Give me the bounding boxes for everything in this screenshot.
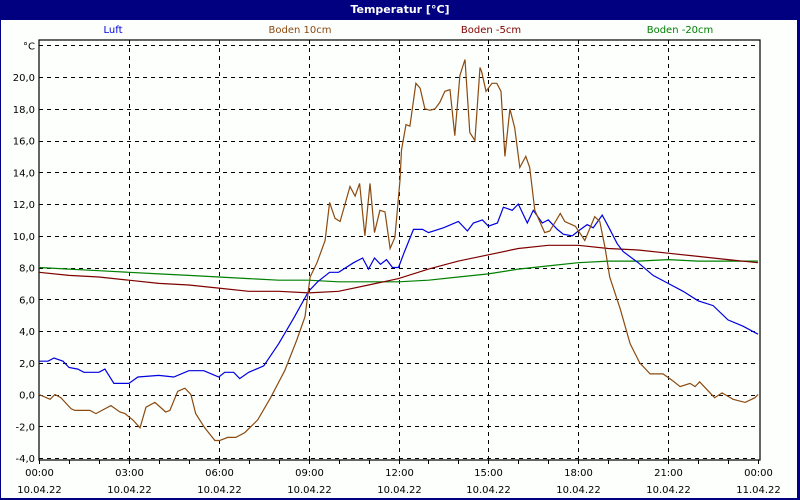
window-title: Temperatur [°C] <box>350 3 450 16</box>
x-tick-date: 10.04.22 <box>377 485 422 496</box>
x-tick-date: 10.04.22 <box>646 485 691 496</box>
series-line-boden--20cm <box>38 258 758 283</box>
x-tick-date: 10.04.22 <box>466 485 511 496</box>
y-tick-label: 6,0 <box>19 295 35 306</box>
y-unit-label: °C <box>23 41 35 52</box>
line-chart: 20,0 18,0 16,0 14,0 12,0 10,0 8,0 6,0 4,0 2,0 0,0 -… <box>13 39 781 496</box>
x-tick-time: 09:00 <box>295 468 324 479</box>
x-tick-time: 06:00 <box>205 468 234 479</box>
series-line-boden-10cm <box>38 59 759 442</box>
y-tick-label: 2,0 <box>19 359 35 370</box>
series-line-boden--5cm <box>38 244 759 294</box>
x-tick-time: 18:00 <box>564 468 593 479</box>
y-tick-label: -4,0 <box>15 454 35 465</box>
x-tick-time: 15:00 <box>474 468 503 479</box>
y-tick-label: 18,0 <box>13 105 35 116</box>
legend: Luft Boden 10cm Boden -5cm Boden -20cm <box>1 20 797 40</box>
y-tick-label: 10,0 <box>13 232 35 243</box>
x-tick-date: 10.04.22 <box>287 485 332 496</box>
x-tick-time: 00:00 <box>25 468 54 479</box>
y-tick-label: 8,0 <box>19 264 35 275</box>
x-tick-time: 00:00 <box>744 468 773 479</box>
y-tick-label: 12,0 <box>13 200 35 211</box>
x-tick-date: 10.04.22 <box>556 485 601 496</box>
legend-item-boden-10cm: Boden 10cm <box>268 25 332 36</box>
x-tick-time: 12:00 <box>385 468 414 479</box>
x-tick-date: 10.04.22 <box>197 485 242 496</box>
x-tick-time: 21:00 <box>654 468 683 479</box>
legend-item-boden-minus-5cm: Boden -5cm <box>460 25 522 36</box>
legend-item-boden-minus-20cm: Boden -20cm <box>646 25 714 36</box>
series-line-luft <box>39 202 759 384</box>
y-tick-label: 4,0 <box>19 327 35 338</box>
y-tick-label: 20,0 <box>13 73 35 84</box>
chart-area: Luft Boden 10cm Boden -5cm Boden -20cm 2… <box>1 20 797 498</box>
y-tick-label: 0,0 <box>19 391 35 402</box>
y-tick-label: -2,0 <box>15 422 35 433</box>
y-tick-label: 16,0 <box>13 137 35 148</box>
y-tick-label: 14,0 <box>13 168 35 179</box>
x-tick-date: 10.04.22 <box>107 485 152 496</box>
x-tick-date: 11.04.22 <box>736 485 781 496</box>
legend-item-luft: Luft <box>103 25 123 36</box>
x-tick-date: 10.04.22 <box>17 485 62 496</box>
x-tick-time: 03:00 <box>115 468 144 479</box>
